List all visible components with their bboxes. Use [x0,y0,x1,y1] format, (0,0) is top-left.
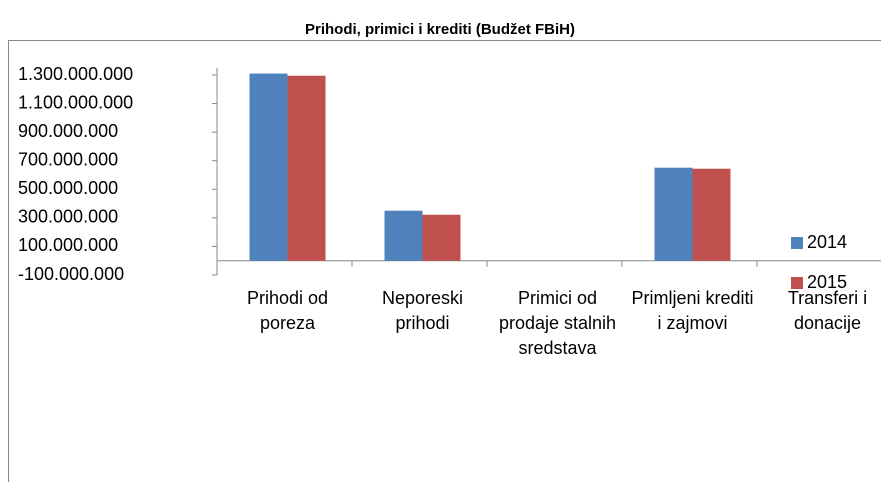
bar [692,168,731,261]
bar [249,73,288,261]
x-tick-label: Neporeski prihodi [381,288,464,333]
legend-label: 2015 [807,272,847,292]
y-tick-label: 1.100.000.000 [18,92,133,112]
x-tick-label: Primici od prodaje stalnih sredstava [498,288,617,358]
bar [654,167,693,261]
legend-label: 2014 [807,232,847,252]
legend-swatch [791,237,803,249]
y-tick-label: 100.000.000 [18,235,118,255]
bar [384,210,423,261]
y-tick-label: 1.300.000.000 [18,64,133,84]
bar [287,75,326,261]
y-tick-label: 700.000.000 [18,149,118,169]
chart-title: Prihodi, primici i krediti (Budžet FBiH) [305,21,575,38]
legend-swatch [791,277,803,289]
y-tick-label: -100.000.000 [18,264,124,284]
y-tick-label: 500.000.000 [18,178,118,198]
y-tick-label: 300.000.000 [18,207,118,227]
x-tick-label: Prihodi od poreza [246,288,329,333]
bar [422,214,461,261]
x-tick-label: Transferi i donacije [787,288,868,333]
x-tick-label: Primljeni krediti i zajmovi [631,288,754,333]
y-tick-label: 900.000.000 [18,121,118,141]
